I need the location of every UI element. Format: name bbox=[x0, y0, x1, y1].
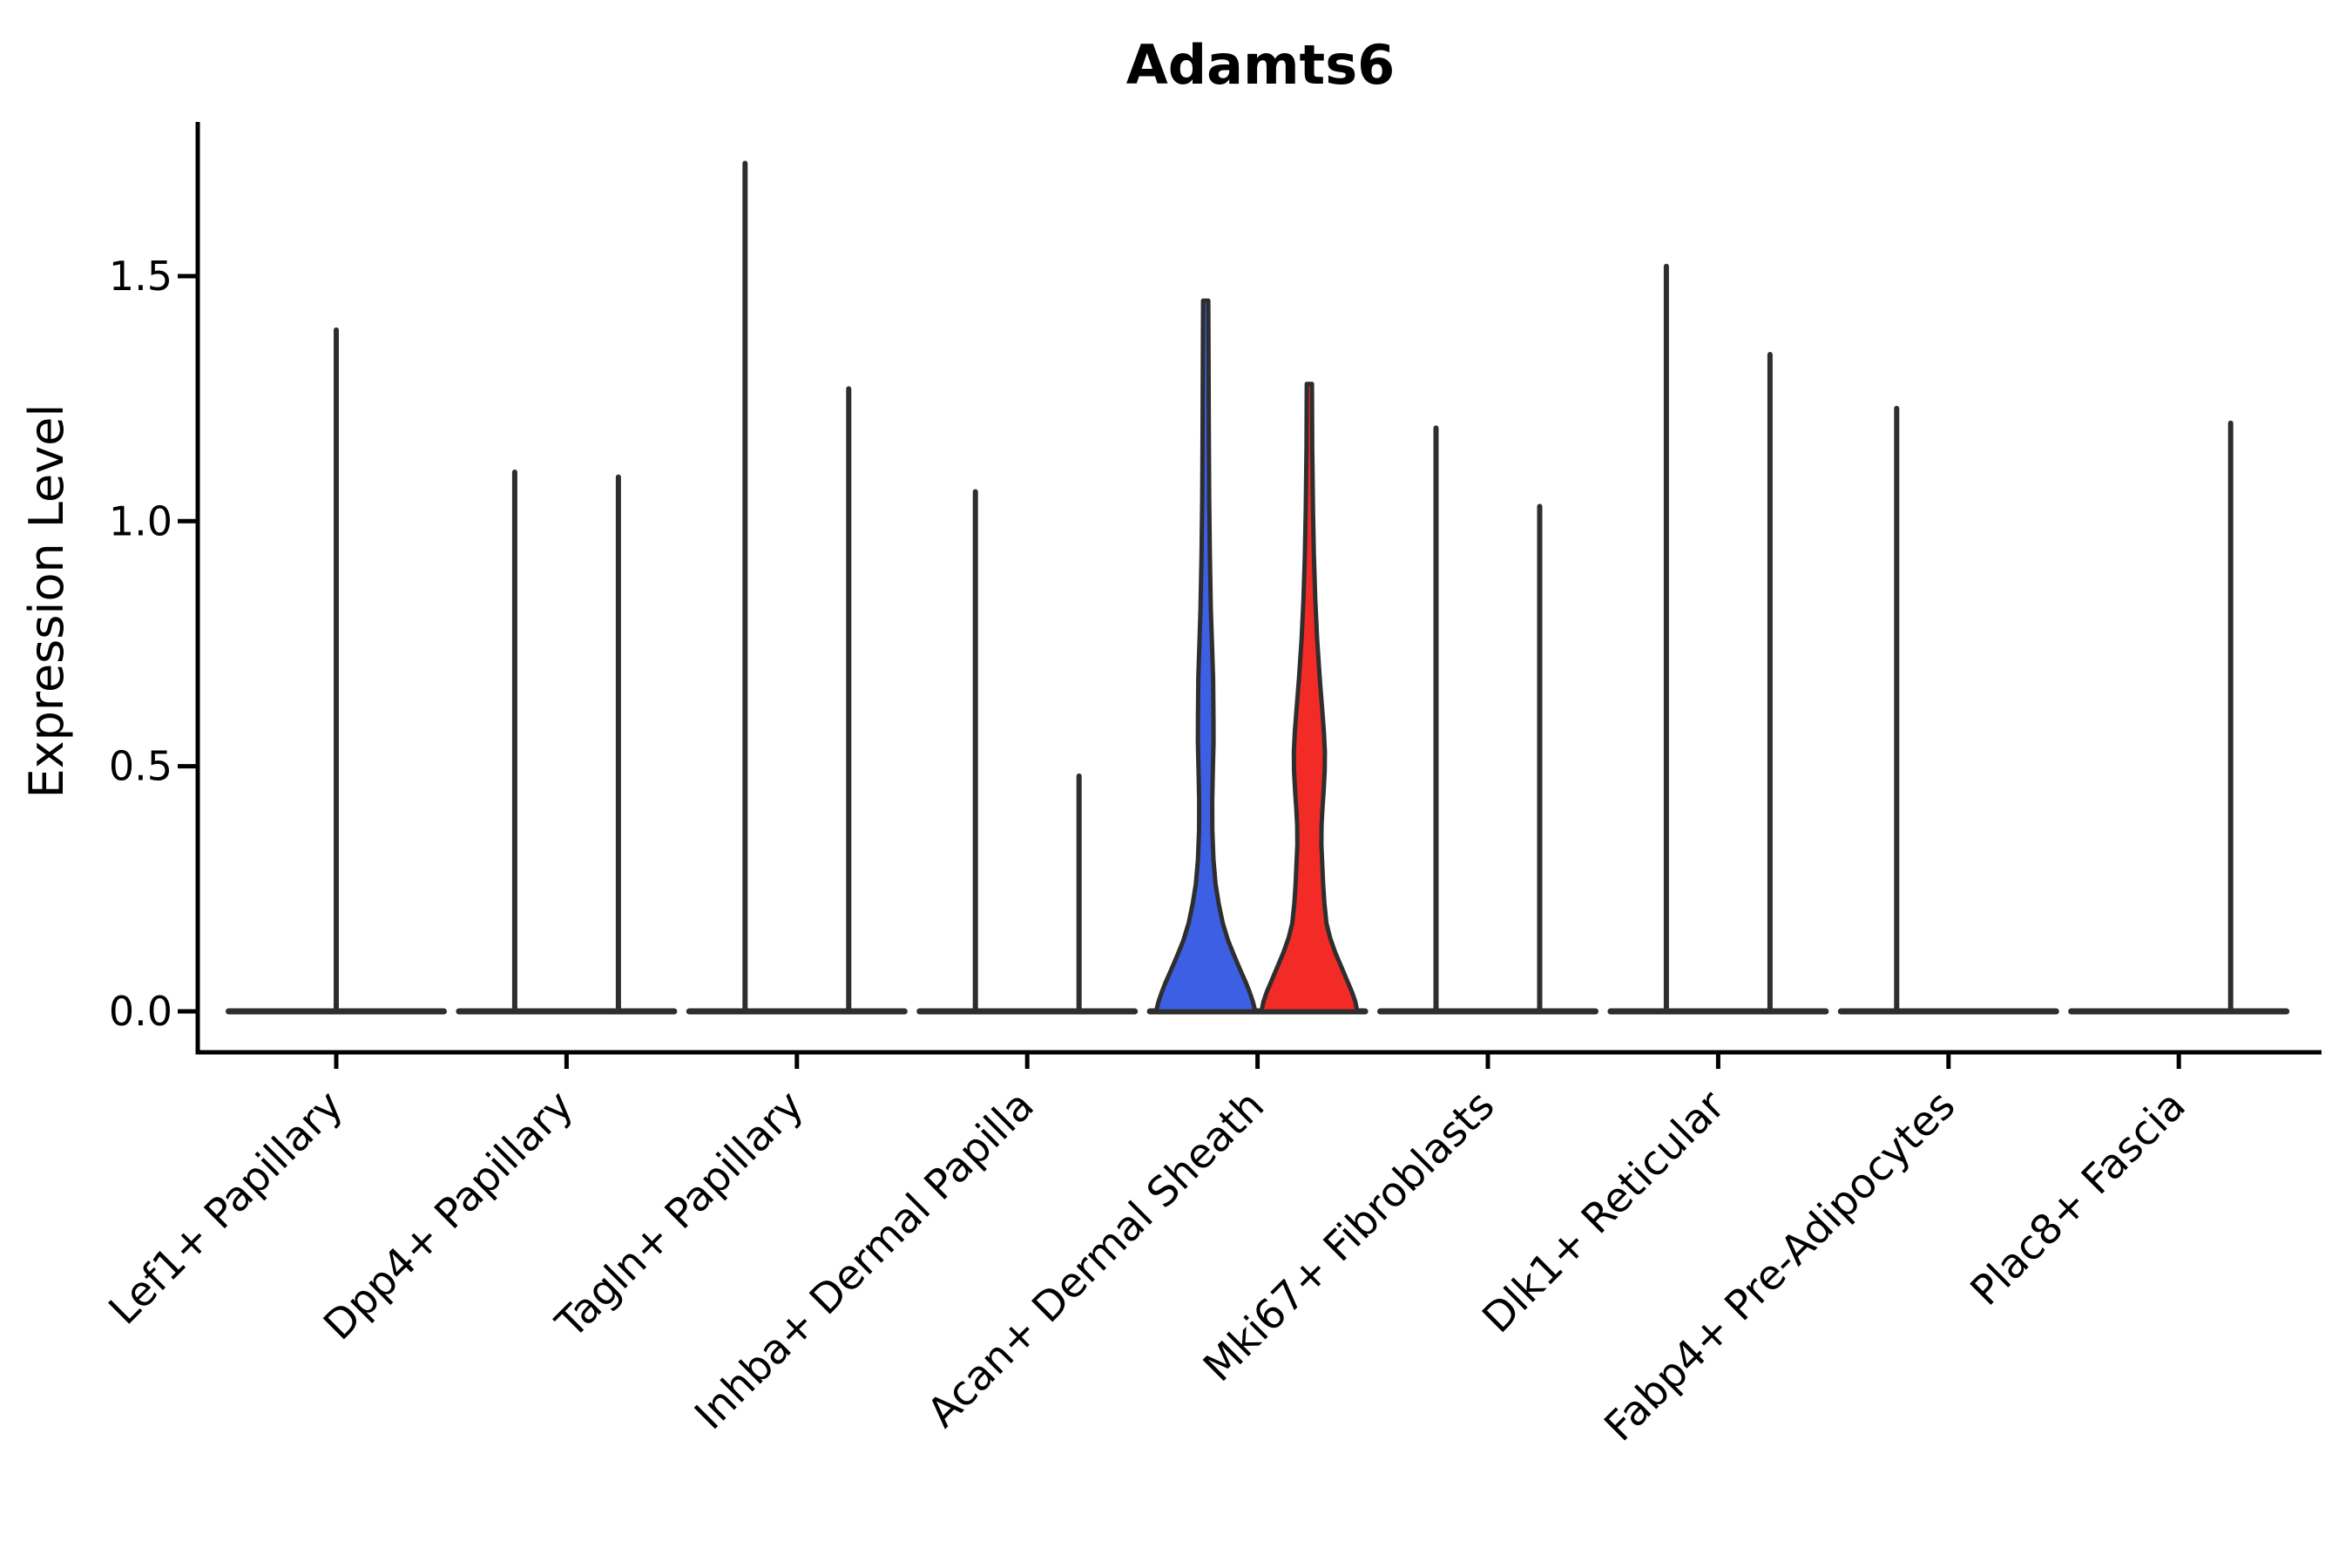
x-tick-label: Lef1+ Papillary bbox=[100, 1082, 353, 1335]
y-tick-label: 1.0 bbox=[109, 497, 172, 544]
x-tick-label: Dpp4+ Papillary bbox=[314, 1082, 583, 1350]
plot-title: Adamts6 bbox=[1126, 33, 1396, 97]
y-tick-label: 1.5 bbox=[109, 253, 172, 300]
x-tick-label: Plac8+ Fascia bbox=[1962, 1082, 2195, 1315]
y-axis-label: Expression Level bbox=[19, 404, 74, 799]
x-tick-label: Dlk1+ Reticular bbox=[1473, 1081, 1734, 1342]
violin-red bbox=[1259, 382, 1360, 1014]
violin-blue bbox=[1153, 298, 1258, 1014]
x-tick-label: Tagln+ Papillary bbox=[546, 1082, 813, 1348]
y-tick-label: 0.0 bbox=[109, 988, 172, 1035]
y-tick-label: 0.5 bbox=[109, 743, 172, 790]
